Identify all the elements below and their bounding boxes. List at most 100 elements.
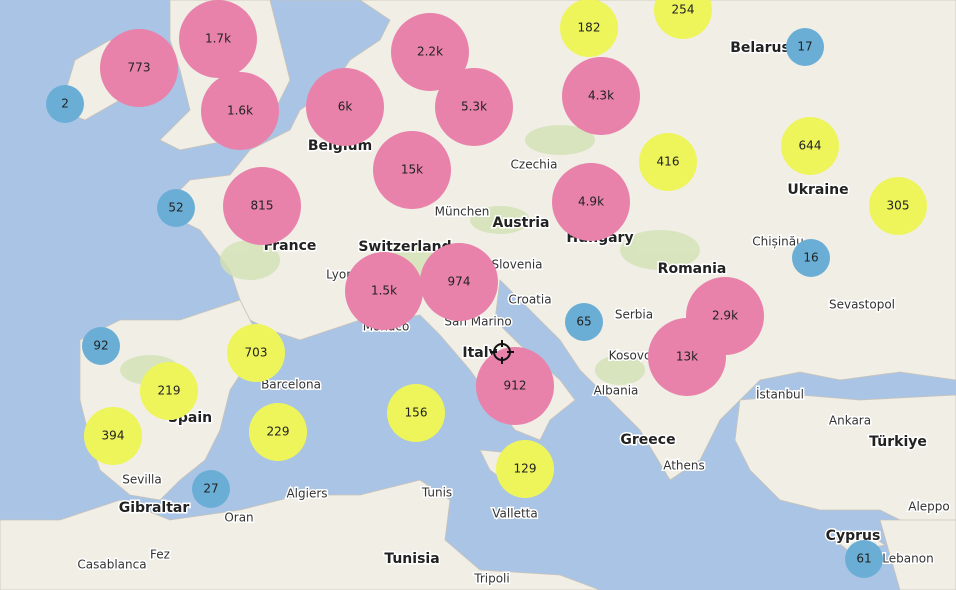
cluster-marker[interactable]: 229 [249,403,307,461]
cluster-count: 52 [168,201,183,215]
place-label: Tripoli [473,572,509,586]
cluster-circle [781,117,839,175]
cluster-marker[interactable]: 1.5k [345,252,423,330]
cluster-circle [140,362,198,420]
cluster-marker[interactable]: 815 [223,167,301,245]
place-label: Lebanon [882,552,933,566]
place-label: Switzerland [358,239,451,255]
cluster-count: 229 [267,425,290,439]
cluster-marker[interactable]: 4.9k [552,163,630,241]
cluster-marker[interactable]: 219 [140,362,198,420]
cluster-marker[interactable]: 1.7k [179,0,257,78]
cluster-marker[interactable]: 416 [639,133,697,191]
cluster-count: 15k [401,163,423,177]
cluster-count: 129 [514,462,537,476]
cluster-count: 644 [799,139,822,153]
place-label: Ukraine [787,182,848,198]
cluster-marker[interactable]: 27 [192,470,230,508]
cluster-count: 2.9k [712,309,738,323]
place-label: Sevilla [122,473,161,487]
cluster-marker[interactable]: 1.6k [201,72,279,150]
cluster-count: 4.3k [588,89,614,103]
cluster-circle [552,163,630,241]
place-label: Tunisia [384,551,439,567]
cluster-circle [476,347,554,425]
cluster-count: 1.5k [371,284,397,298]
cluster-circle [560,0,618,57]
cluster-marker[interactable]: 5.3k [435,68,513,146]
cluster-marker[interactable]: 254 [654,0,712,39]
cluster-marker[interactable]: 305 [869,177,927,235]
cluster-marker[interactable]: 703 [227,324,285,382]
cluster-circle [562,57,640,135]
cluster-marker[interactable]: 912 [476,347,554,425]
cluster-circle [420,243,498,321]
place-label: Sevastopol [829,298,895,312]
cluster-marker[interactable]: 2.2k [391,13,469,91]
cluster-circle [565,303,603,341]
cluster-circle [391,13,469,91]
place-label: Albania [594,384,639,398]
place-labels: BelarusBelgiumCzechiaMünchenAustriaHunga… [76,39,951,588]
cluster-count: 1.6k [227,104,253,118]
place-label: Athens [663,459,705,473]
place-label: Türkiye [869,434,927,450]
cluster-count: 219 [158,384,181,398]
cluster-count: 2 [61,97,69,111]
cluster-count: 17 [797,40,812,54]
cluster-count: 156 [405,406,428,420]
clusters: 773 1.7k 1.6k 6k 2.2k 5.3k 4.3k 15k 815 4.9k 1.5k 9… [46,0,927,578]
cluster-marker[interactable]: 2 [46,85,84,123]
cluster-marker[interactable]: 92 [82,327,120,365]
cluster-marker[interactable]: 15k [373,131,451,209]
cluster-circle [179,0,257,78]
cluster-circle [654,0,712,39]
cluster-marker[interactable]: 773 [100,29,178,107]
cluster-marker[interactable]: 974 [420,243,498,321]
cluster-circle [648,318,726,396]
cluster-count: 5.3k [461,100,487,114]
cluster-circle [306,68,384,146]
cluster-marker[interactable]: 394 [84,407,142,465]
cluster-circle [100,29,178,107]
cluster-circle [46,85,84,123]
cluster-marker[interactable]: 13k [648,318,726,396]
cluster-circle [639,133,697,191]
cluster-marker[interactable]: 182 [560,0,618,57]
cluster-count: 305 [887,199,910,213]
place-label: Tunis [421,486,452,500]
cluster-circle [201,72,279,150]
cluster-circle [82,327,120,365]
cluster-marker[interactable]: 16 [792,239,830,277]
place-label: Oran [224,511,253,525]
cluster-circle [845,540,883,578]
place-label: Chișinău [752,235,803,249]
place-label: Austria [493,215,550,231]
cluster-count: 416 [657,155,680,169]
cluster-marker[interactable]: 6k [306,68,384,146]
cluster-circle [227,324,285,382]
cluster-circle [373,131,451,209]
cluster-marker[interactable]: 65 [565,303,603,341]
place-label: Croatia [508,293,551,307]
cluster-marker[interactable]: 644 [781,117,839,175]
cluster-marker[interactable]: 129 [496,440,554,498]
cluster-count: 61 [856,552,871,566]
place-label: Fez [150,548,170,562]
cluster-count: 4.9k [578,195,604,209]
cluster-marker[interactable]: 61 [845,540,883,578]
cluster-circle [786,28,824,66]
place-label: Serbia [615,308,653,322]
cluster-count: 92 [93,339,108,353]
cluster-marker[interactable]: 17 [786,28,824,66]
place-label: Gibraltar [119,500,190,516]
cluster-marker[interactable]: 4.3k [562,57,640,135]
cluster-count: 1.7k [205,32,231,46]
place-label: Barcelona [261,378,321,392]
cluster-count: 13k [676,350,698,364]
cluster-marker[interactable]: 156 [387,384,445,442]
place-label: München [435,205,490,219]
cluster-marker[interactable]: 52 [157,189,195,227]
place-label: Cyprus [826,528,881,544]
